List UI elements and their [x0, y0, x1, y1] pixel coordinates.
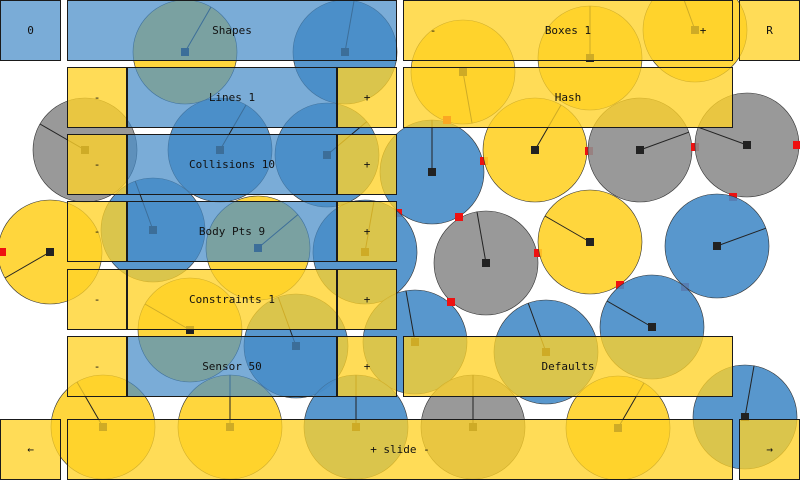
constraints-label: Constraints 1 — [127, 269, 337, 330]
left-arrow-button[interactable]: ← — [0, 419, 61, 480]
defaults-button[interactable]: Defaults — [403, 336, 733, 397]
sensor-minus-button[interactable]: - — [67, 336, 127, 397]
body-center-marker — [636, 146, 644, 154]
body-center-marker — [46, 248, 54, 256]
right-arrow-button[interactable]: → — [739, 419, 800, 480]
body-center-marker — [428, 168, 436, 176]
zero-button[interactable]: 0 — [0, 0, 61, 61]
body-center-marker — [648, 323, 656, 331]
body-center-marker — [713, 242, 721, 250]
constraints-plus-button[interactable]: + — [337, 269, 397, 330]
body-center-marker — [743, 141, 751, 149]
lines-plus-button[interactable]: + — [337, 67, 397, 128]
collisions-minus-button[interactable]: - — [67, 134, 127, 195]
slide-button[interactable]: + slide - — [67, 419, 733, 480]
lines-minus-button[interactable]: - — [67, 67, 127, 128]
body-center-marker — [741, 413, 749, 421]
collisions-label: Collisions 10 — [127, 134, 337, 195]
collisions-plus-button[interactable]: + — [337, 134, 397, 195]
body-pts-label: Body Pts 9 — [127, 201, 337, 262]
body-circle — [433, 210, 542, 316]
lines-label: Lines 1 — [127, 67, 337, 128]
body-circle — [664, 193, 770, 299]
hash-button[interactable]: Hash — [403, 67, 733, 128]
sensor-label: Sensor 50 — [127, 336, 337, 397]
body-pts-plus-button[interactable]: + — [337, 201, 397, 262]
contact-point-marker — [534, 249, 542, 257]
body-center-marker — [186, 326, 194, 334]
contact-point-marker — [455, 213, 463, 221]
boxes-control — [403, 0, 733, 61]
body-center-marker — [586, 238, 594, 246]
contact-point-marker — [0, 248, 6, 256]
body-circle — [537, 189, 689, 295]
sensor-plus-button[interactable]: + — [337, 336, 397, 397]
shapes-button[interactable]: Shapes — [67, 0, 397, 61]
reset-button[interactable]: R — [739, 0, 800, 61]
body-center-marker — [482, 259, 490, 267]
contact-point-marker — [447, 298, 455, 306]
contact-point-marker — [793, 141, 800, 149]
body-pts-minus-button[interactable]: - — [67, 201, 127, 262]
contact-point-marker — [616, 281, 624, 289]
body-center-marker — [531, 146, 539, 154]
constraints-minus-button[interactable]: - — [67, 269, 127, 330]
